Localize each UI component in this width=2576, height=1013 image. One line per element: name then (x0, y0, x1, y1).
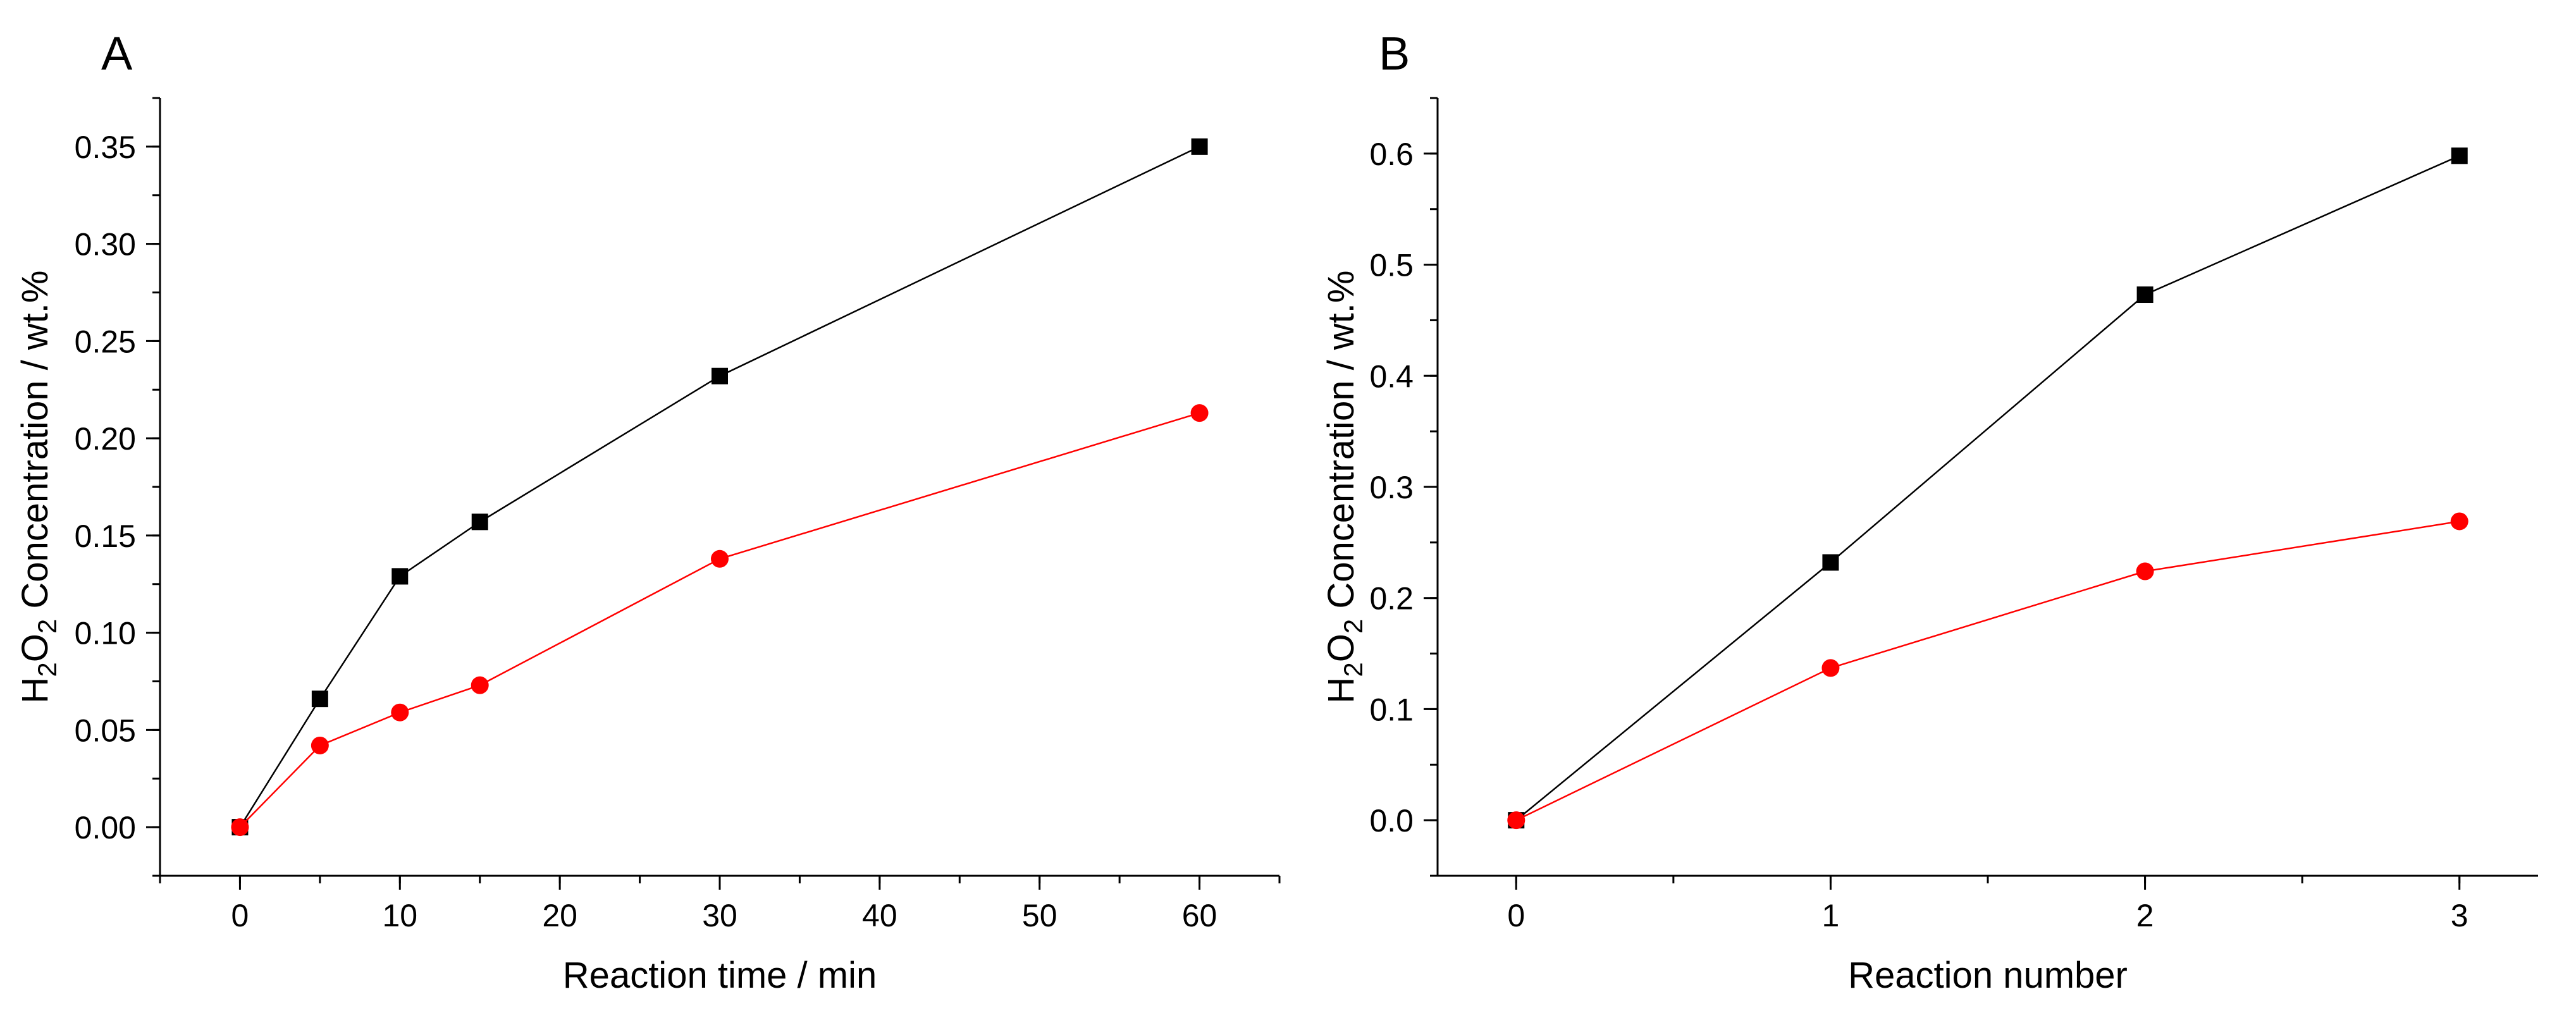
panel-b: 0 1 2 3 0.0 0.1 0.2 0.3 0.4 0.5 0.6 Reaction number… (1321, 27, 2538, 996)
x-tick-label: 50 (1022, 898, 1057, 933)
series-line-black-squares (1515, 155, 2460, 821)
y-tick-label: 0.25 (75, 324, 136, 359)
panel-label: A (101, 27, 133, 80)
y-tick-label: 0.2 (1369, 581, 1414, 617)
y-axis-title-subscript: 2 (1338, 619, 1368, 634)
series-line-red-circles (1515, 520, 2460, 821)
y-axis-title-part: Concentration / wt.% (15, 271, 56, 619)
y-tick-label: 0.35 (75, 130, 136, 165)
y-tick-label: 0.6 (1369, 137, 1414, 172)
x-tick-label: 0 (1507, 898, 1525, 933)
y-tick-label: 0.10 (75, 616, 136, 651)
data-point-black-squares (391, 568, 409, 585)
y-tick-label: 0.15 (75, 519, 136, 554)
data-point-red-circles (391, 703, 409, 721)
x-tick-label: 3 (2451, 898, 2468, 933)
x-axis-title: Reaction time / min (563, 955, 877, 996)
y-tick-label: 0.0 (1369, 803, 1414, 838)
x-tick-label: 2 (2136, 898, 2154, 933)
x-tick-label: 40 (862, 898, 897, 933)
y-tick-label: 0.3 (1369, 470, 1414, 505)
y-tick-label: 0.30 (75, 227, 136, 262)
y-axis-title-subscript: 2 (32, 619, 62, 634)
y-axis-title-part: H (1321, 677, 1362, 704)
y-tick-label: 0.20 (75, 421, 136, 457)
x-tick-label: 10 (382, 898, 417, 933)
y-tick-label: 0.00 (75, 810, 136, 845)
x-tick-label: 20 (542, 898, 577, 933)
x-tick-label: 0 (231, 898, 249, 933)
y-axis-title: H2O2 Concentration / wt.% (15, 271, 62, 704)
data-point-red-circles (2450, 512, 2468, 531)
x-tick-label: 1 (1822, 898, 1840, 933)
y-axis-title-part: O (15, 634, 56, 662)
data-point-red-circles (231, 818, 249, 837)
data-point-red-circles (311, 736, 329, 754)
data-point-red-circles (1507, 811, 1525, 830)
x-tick-label: 30 (702, 898, 737, 933)
y-axis-title-subscript: 2 (32, 662, 62, 677)
series-line-black-squares (239, 145, 1200, 828)
y-axis-title: H2O2 Concentration / wt.% (1321, 271, 1368, 704)
data-point-red-circles (711, 549, 729, 568)
data-point-black-squares (311, 691, 328, 708)
y-tick-label: 0.4 (1369, 359, 1414, 394)
data-point-red-circles (1190, 404, 1209, 422)
y-axis-title-subscript: 2 (1338, 662, 1368, 677)
panel-a: 0 10 20 30 40 50 60 0.00 0.05 0.10 0.15 0.20 0.25 0.3… (15, 27, 1281, 996)
data-point-red-circles (1821, 659, 1840, 677)
y-tick-label: 0.5 (1369, 248, 1414, 283)
x-tick-label: 60 (1182, 898, 1217, 933)
y-tick-label: 0.05 (75, 713, 136, 748)
y-axis-title-part: Concentration / wt.% (1321, 271, 1362, 619)
y-axis-title-part: H (15, 677, 56, 704)
panel-label: B (1379, 27, 1410, 80)
x-axis-title: Reaction number (1848, 955, 2128, 996)
data-point-black-squares (2451, 147, 2468, 164)
data-point-black-squares (1822, 554, 1839, 571)
data-point-red-circles (471, 676, 489, 694)
data-point-black-squares (471, 513, 488, 531)
series-line-red-circles (239, 412, 1200, 828)
y-tick-label: 0.1 (1369, 692, 1414, 727)
data-point-black-squares (1191, 138, 1208, 155)
data-point-red-circles (2136, 562, 2154, 580)
data-point-black-squares (2136, 286, 2154, 304)
y-axis-title-part: O (1321, 634, 1362, 662)
data-point-black-squares (712, 367, 728, 384)
